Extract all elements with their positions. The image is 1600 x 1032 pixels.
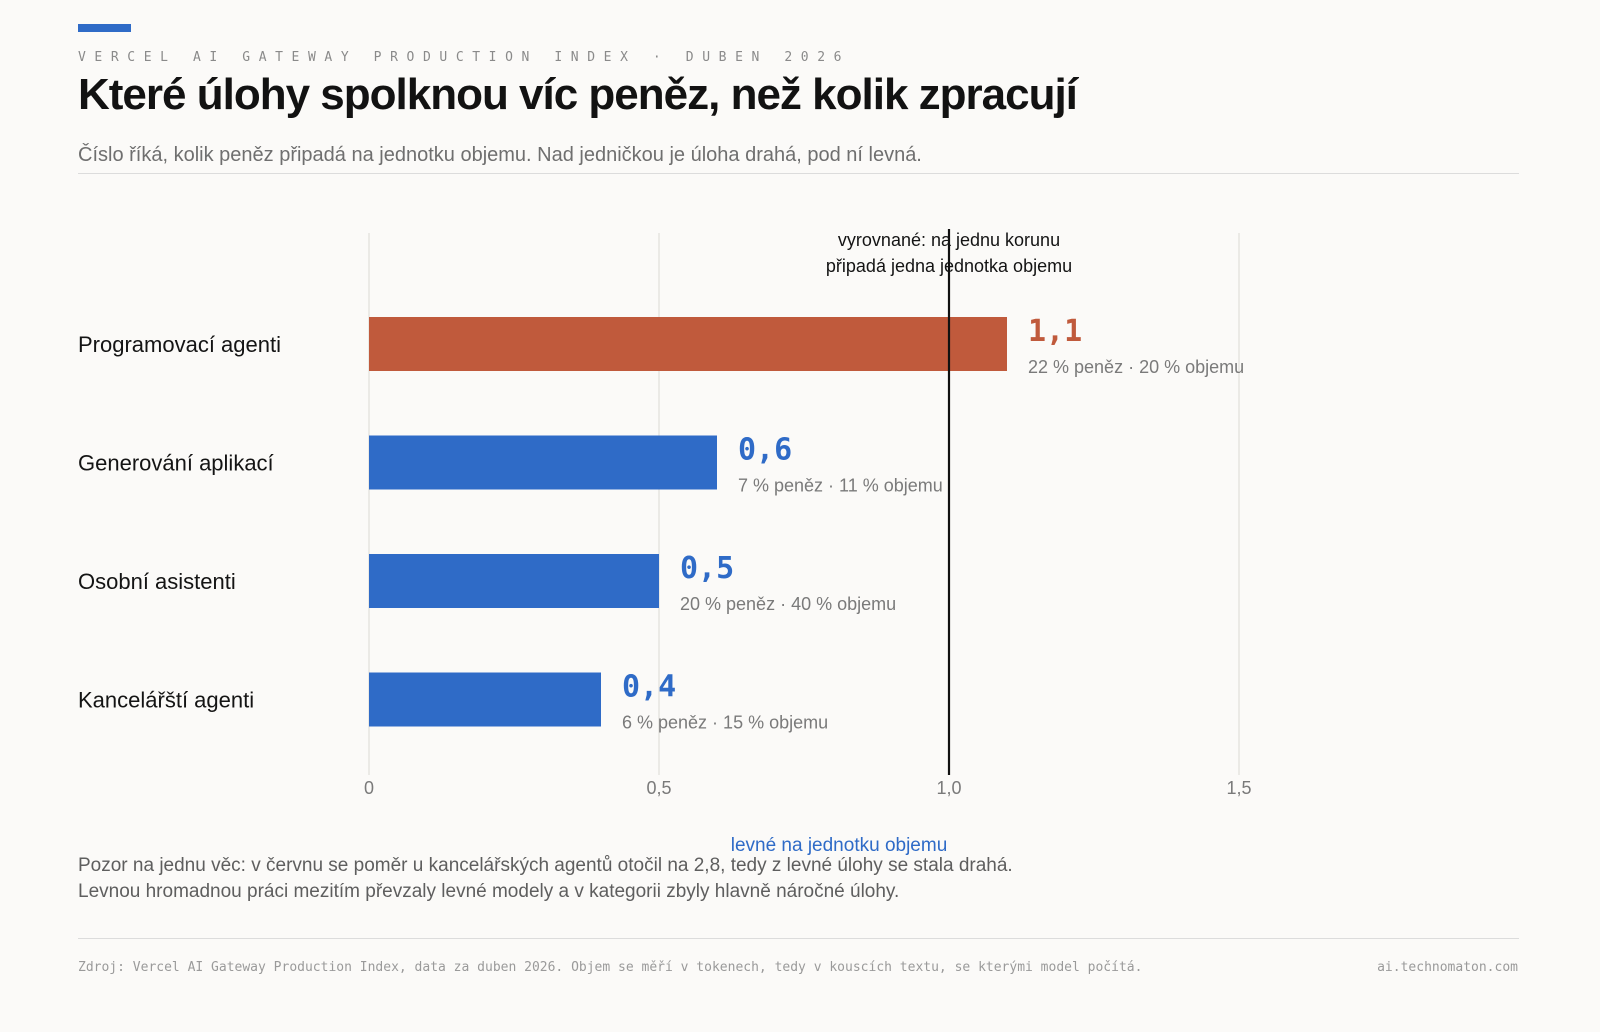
accent-bar <box>78 24 131 32</box>
page-title: Které úlohy spolknou víc peněz, než koli… <box>78 70 1078 119</box>
x-tick-label: 1,0 <box>936 778 961 798</box>
site-link[interactable]: ai.technomaton.com <box>1377 960 1518 975</box>
reference-line-label: vyrovnané: na jednu korunu <box>838 230 1060 250</box>
note-line-2: Levnou hromadnou práci mezitím převzaly … <box>78 881 900 902</box>
category-label: Generování aplikací <box>78 451 274 476</box>
share-label: 6 % peněz · 15 % objemu <box>622 713 828 733</box>
x-tick-label: 0 <box>364 778 374 798</box>
axis-annotation: levné na jednotku objemu <box>731 835 948 856</box>
subtitle: Číslo říká, kolik peněz připadá na jedno… <box>78 144 922 166</box>
bar <box>369 317 1007 371</box>
category-label: Programovací agenti <box>78 332 281 357</box>
footer-divider <box>78 938 1519 939</box>
share-label: 22 % peněz · 20 % objemu <box>1028 357 1244 377</box>
value-label: 0,6 <box>738 433 792 468</box>
header-divider <box>78 173 1519 174</box>
value-label: 0,4 <box>622 670 676 705</box>
x-tick-label: 0,5 <box>646 778 671 798</box>
value-label: 0,5 <box>680 551 734 586</box>
bar <box>369 554 659 608</box>
share-label: 7 % peněz · 11 % objemu <box>738 476 943 496</box>
bar <box>369 435 717 490</box>
value-label: 1,1 <box>1028 314 1082 349</box>
reference-line-label: připadá jedna jednotka objemu <box>826 256 1072 276</box>
share-label: 20 % peněz · 40 % objemu <box>680 594 896 614</box>
category-label: Osobní asistenti <box>78 569 236 594</box>
note-line-1: Pozor na jednu věc: v červnu se poměr u … <box>78 855 1013 876</box>
bar <box>369 672 601 727</box>
bar-chart: 0 0,5 1,0 1,5 Programovací agenti 1,1 22 % pen… <box>78 229 1252 856</box>
source-note: Zdroj: Vercel AI Gateway Production Inde… <box>78 960 1143 975</box>
x-tick-label: 1,5 <box>1226 778 1251 798</box>
kicker: VERCEL AI GATEWAY PRODUCTION INDEX · DUB… <box>78 50 851 65</box>
category-label: Kancelářští agenti <box>78 688 254 713</box>
